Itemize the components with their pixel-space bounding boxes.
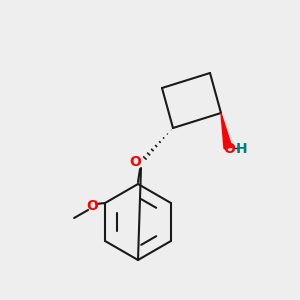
Text: O: O	[223, 142, 235, 156]
Text: H: H	[236, 142, 248, 156]
Polygon shape	[221, 113, 232, 149]
Text: O: O	[86, 199, 98, 213]
Text: O: O	[129, 155, 141, 169]
